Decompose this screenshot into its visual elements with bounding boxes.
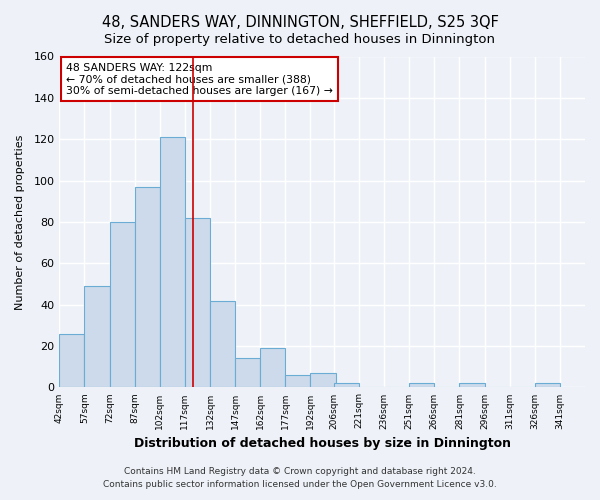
- Bar: [535, 384, 560, 388]
- Bar: [310, 373, 335, 388]
- Bar: [134, 187, 160, 388]
- Text: 48, SANDERS WAY, DINNINGTON, SHEFFIELD, S25 3QF: 48, SANDERS WAY, DINNINGTON, SHEFFIELD, …: [101, 15, 499, 30]
- Y-axis label: Number of detached properties: Number of detached properties: [15, 134, 25, 310]
- Bar: [210, 300, 235, 388]
- Bar: [286, 375, 310, 388]
- Bar: [460, 384, 485, 388]
- X-axis label: Distribution of detached houses by size in Dinnington: Distribution of detached houses by size …: [134, 437, 511, 450]
- Text: Contains HM Land Registry data © Crown copyright and database right 2024.
Contai: Contains HM Land Registry data © Crown c…: [103, 467, 497, 489]
- Bar: [185, 218, 210, 388]
- Bar: [110, 222, 134, 388]
- Bar: [160, 137, 185, 388]
- Text: Size of property relative to detached houses in Dinnington: Size of property relative to detached ho…: [104, 32, 496, 46]
- Bar: [59, 334, 85, 388]
- Bar: [260, 348, 286, 388]
- Bar: [85, 286, 110, 388]
- Bar: [235, 358, 260, 388]
- Bar: [409, 384, 434, 388]
- Bar: [334, 384, 359, 388]
- Text: 48 SANDERS WAY: 122sqm
← 70% of detached houses are smaller (388)
30% of semi-de: 48 SANDERS WAY: 122sqm ← 70% of detached…: [66, 62, 333, 96]
